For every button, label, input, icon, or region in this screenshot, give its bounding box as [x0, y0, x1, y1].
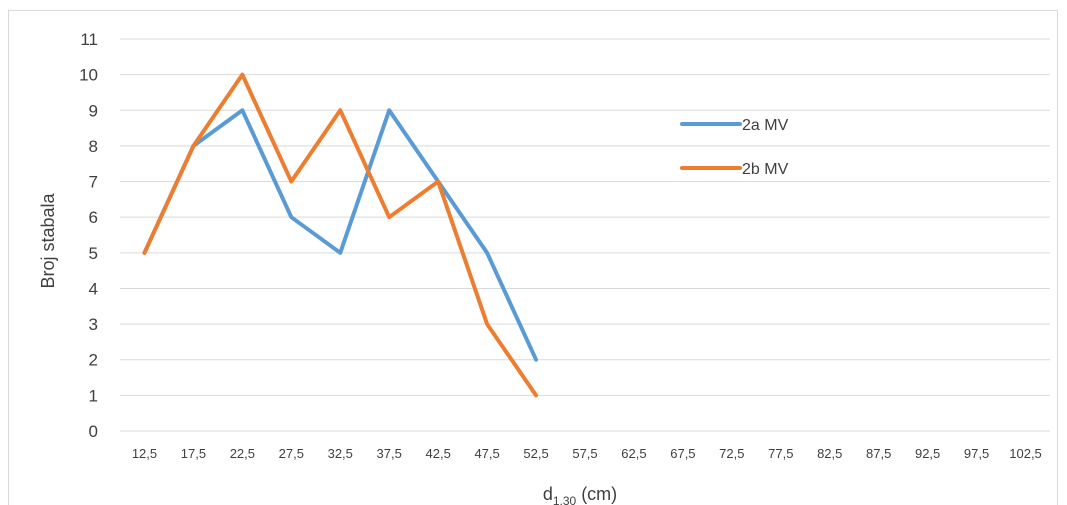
- gridlines: [120, 38, 1050, 432]
- x-tick-92-5: 92,5: [915, 446, 940, 461]
- x-axis-label: d1,30 (cm): [543, 484, 617, 505]
- x-tick-22-5: 22,5: [230, 446, 255, 461]
- x-tick-67-5: 67,5: [670, 446, 695, 461]
- y-tick-5: 5: [89, 244, 98, 263]
- x-tick-77-5: 77,5: [768, 446, 793, 461]
- x-tick-57-5: 57,5: [572, 446, 597, 461]
- y-tick-6: 6: [89, 208, 98, 227]
- x-tick-labels: 12,5 17,5 22,5 27,5 32,5 37,5 42,5 47,5 52,5 57,5…: [132, 446, 1042, 461]
- y-tick-11: 11: [80, 30, 98, 49]
- x-axis-label-main: d: [543, 484, 553, 504]
- series-line-2: [142, 72, 539, 398]
- chart-frame: [8, 10, 1058, 505]
- x-tick-52-5: 52,5: [523, 446, 548, 461]
- y-tick-2: 2: [89, 351, 98, 370]
- x-axis-label-subscript: 1,30: [553, 494, 577, 505]
- x-tick-32-5: 32,5: [328, 446, 353, 461]
- y-tick-4: 4: [89, 279, 98, 298]
- x-tick-37-5: 37,5: [377, 446, 402, 461]
- y-tick-1: 1: [89, 386, 98, 405]
- x-tick-102-5: 102,5: [1009, 446, 1042, 461]
- x-tick-72-5: 72,5: [719, 446, 744, 461]
- legend-label-2: 2b MV: [742, 161, 789, 178]
- y-tick-10: 10: [79, 66, 98, 85]
- x-axis-label-suffix: (cm): [576, 484, 617, 504]
- y-tick-0: 0: [89, 422, 98, 441]
- series-lines: [142, 72, 539, 398]
- legend: 2a MV 2b MV: [680, 117, 789, 178]
- y-tick-3: 3: [89, 315, 98, 334]
- x-tick-12-5: 12,5: [132, 446, 157, 461]
- x-tick-97-5: 97,5: [964, 446, 989, 461]
- x-tick-27-5: 27,5: [279, 446, 304, 461]
- y-tick-labels: 0 1 2 3 4 5 6 7 8 9 10 11: [79, 30, 98, 441]
- x-tick-47-5: 47,5: [474, 446, 499, 461]
- legend-label-1: 2a MV: [742, 117, 789, 134]
- y-tick-9: 9: [89, 101, 98, 120]
- x-tick-42-5: 42,5: [426, 446, 451, 461]
- x-tick-62-5: 62,5: [621, 446, 646, 461]
- y-tick-8: 8: [89, 137, 98, 156]
- y-axis-label: Broj stabala: [38, 192, 58, 288]
- x-tick-82-5: 82,5: [817, 446, 842, 461]
- x-tick-87-5: 87,5: [866, 446, 891, 461]
- series-line-1: [142, 108, 539, 362]
- x-tick-17-5: 17,5: [181, 446, 206, 461]
- y-tick-7: 7: [89, 173, 98, 192]
